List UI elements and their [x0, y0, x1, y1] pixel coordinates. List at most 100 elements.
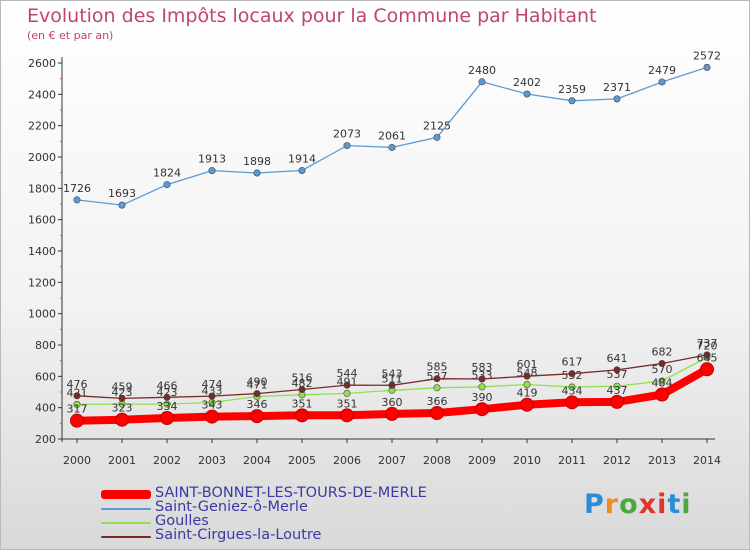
x-tick-label: 2013 [648, 454, 676, 467]
data-label: 1824 [153, 167, 181, 180]
y-tick-label: 400 [35, 402, 56, 415]
data-label: 423 [157, 386, 178, 399]
data-label: 351 [337, 397, 358, 410]
data-label: 419 [517, 387, 538, 400]
legend-swatch [101, 490, 151, 499]
x-tick-label: 2014 [693, 454, 721, 467]
data-label: 334 [157, 400, 178, 413]
x-tick-label: 2001 [108, 454, 136, 467]
data-label: 351 [292, 397, 313, 410]
data-label: 2479 [648, 64, 676, 77]
x-tick-label: 2009 [468, 454, 496, 467]
y-tick-label: 1000 [28, 308, 56, 321]
data-label: 1914 [288, 152, 316, 165]
data-point [385, 406, 399, 421]
x-tick-label: 2008 [423, 454, 451, 467]
logo-letter: x [638, 489, 658, 520]
data-point [73, 400, 81, 408]
data-point [295, 408, 309, 423]
data-label: 390 [472, 391, 493, 404]
x-tick-label: 2007 [378, 454, 406, 467]
logo-letter: i [681, 489, 692, 520]
y-tick-label: 1800 [28, 182, 56, 195]
data-point [523, 380, 531, 388]
data-point [568, 383, 576, 391]
data-point [478, 375, 486, 383]
legend-label: Saint-Geniez-ô-Merle [155, 499, 308, 515]
proxiti-logo: Proxiti [584, 489, 692, 520]
chart-subtitle: (en € et par an) [27, 29, 114, 42]
data-label: 544 [337, 367, 358, 380]
data-point [700, 362, 714, 377]
data-point [160, 411, 174, 426]
data-label: 641 [607, 352, 628, 365]
data-point [475, 402, 489, 417]
legend-swatch [101, 536, 151, 538]
x-tick-label: 2003 [198, 454, 226, 467]
data-point [298, 385, 306, 393]
data-point [253, 390, 261, 398]
data-point [343, 142, 351, 150]
data-point [703, 63, 711, 71]
data-point [73, 392, 81, 400]
data-label: 2359 [558, 83, 586, 96]
legend-label: Goulles [155, 513, 209, 529]
data-label: 601 [517, 358, 538, 371]
data-point [118, 394, 126, 402]
data-point [610, 394, 624, 409]
logo-letter: i [657, 489, 668, 520]
chart-title: Evolution des Impôts locaux pour la Comm… [27, 5, 597, 27]
data-label: 645 [697, 351, 718, 364]
x-tick-label: 2005 [288, 454, 316, 467]
data-label: 516 [292, 371, 313, 384]
data-point [70, 413, 84, 428]
data-label: 2480 [468, 64, 496, 77]
data-label: 2572 [693, 49, 721, 62]
data-label: 1898 [243, 155, 271, 168]
data-point [163, 400, 171, 408]
data-label: 484 [652, 377, 673, 390]
data-label: 474 [202, 378, 223, 391]
data-label: 543 [382, 367, 403, 380]
legend-label: SAINT-BONNET-LES-TOURS-DE-MERLE [155, 485, 427, 501]
data-label: 585 [427, 361, 448, 374]
data-point [208, 167, 216, 175]
data-point [433, 384, 441, 392]
logo-letter: P [584, 489, 605, 520]
x-tick-label: 2002 [153, 454, 181, 467]
y-tick-label: 800 [35, 339, 56, 352]
data-point [613, 382, 621, 390]
y-tick-label: 200 [35, 433, 56, 446]
data-label: 366 [427, 395, 448, 408]
data-point [520, 397, 534, 412]
x-tick-label: 2012 [603, 454, 631, 467]
data-point [298, 166, 306, 174]
data-label: 433 [202, 384, 223, 397]
data-point [658, 377, 666, 385]
data-point [208, 392, 216, 400]
y-tick-label: 2400 [28, 88, 56, 101]
data-point [343, 389, 351, 397]
data-point [118, 201, 126, 209]
data-label: 482 [292, 377, 313, 390]
y-tick-label: 1400 [28, 245, 56, 258]
logo-letter: t [667, 489, 682, 520]
data-label: 2073 [333, 128, 361, 141]
y-tick-label: 600 [35, 370, 56, 383]
data-point [253, 169, 261, 177]
legend-label: Saint-Cirgues-la-Loutre [155, 527, 322, 543]
data-point [658, 359, 666, 367]
data-point [523, 90, 531, 98]
data-point [388, 381, 396, 389]
data-point [430, 405, 444, 420]
data-point [568, 370, 576, 378]
data-label: 2371 [603, 81, 631, 94]
x-tick-label: 2011 [558, 454, 586, 467]
y-tick-label: 2000 [28, 151, 56, 164]
legend-swatch [101, 508, 151, 510]
data-point [523, 372, 531, 380]
data-point [115, 412, 129, 427]
data-point [73, 196, 81, 204]
data-label: 2061 [378, 129, 406, 142]
